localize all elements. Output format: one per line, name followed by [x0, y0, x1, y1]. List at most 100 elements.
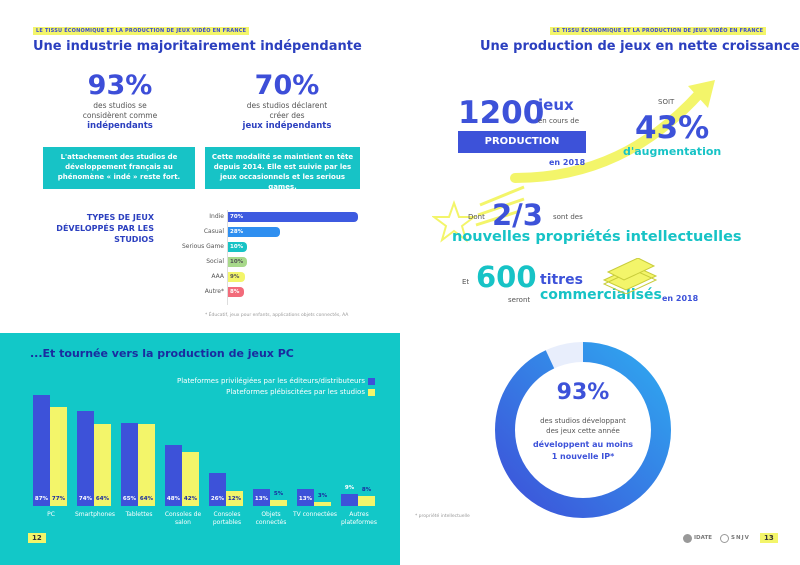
platform-bar	[121, 422, 138, 506]
section-tag-left: LE TISSU ÉCONOMIQUE ET LA PRODUCTION DE …	[33, 27, 250, 35]
donut-line: des jeux cette année	[546, 427, 620, 435]
game-type-bar	[228, 212, 358, 222]
platform-bar	[50, 407, 67, 506]
page-number-left: 12	[28, 533, 46, 543]
platform-bar	[77, 411, 94, 506]
platform-bar-value: 87%	[34, 496, 49, 502]
platform-bar	[226, 490, 243, 506]
platform-category-label: PC	[47, 511, 55, 518]
game-type-value: 10%	[230, 259, 244, 265]
platform-bar-value: 42%	[183, 496, 198, 502]
idate-logo-icon	[683, 534, 692, 543]
game-type-label: Casual	[203, 228, 224, 235]
platform-bar	[270, 499, 287, 506]
platform-bar	[314, 502, 331, 506]
ip-line: nouvelles propriétés intellectuelles	[452, 229, 742, 245]
platform-bar	[33, 394, 50, 506]
stat-strong: jeux indépendants	[242, 121, 332, 131]
dont-label: Dont	[468, 213, 485, 221]
stat-line: des studios se	[93, 101, 147, 110]
platform-bar	[165, 444, 182, 506]
legend-label-editors: Plateformes privilégiées par les éditeur…	[176, 377, 365, 385]
game-type-label: Social	[206, 258, 224, 265]
platform-bar	[358, 495, 375, 506]
titles-word: titres	[540, 272, 583, 288]
game-type-label: Serious Game	[181, 243, 224, 250]
platform-bar-value: 13%	[254, 496, 269, 502]
production-year: en 2018	[549, 158, 586, 167]
platform-bar	[182, 452, 199, 506]
production-unit: jeux	[538, 96, 574, 114]
platform-bar-value: 64%	[139, 496, 154, 502]
soit-label: SOIT	[658, 98, 675, 106]
legend-label-studios: Plateformes plébiscitées par les studios	[226, 388, 365, 396]
platforms-chart-title: ...Et tournée vers la production de jeux…	[30, 347, 294, 360]
platform-bar-value: 77%	[51, 496, 66, 502]
money-stack-icon	[602, 258, 658, 294]
page-title-left: Une industrie majoritairement indépendan…	[33, 39, 362, 54]
legend-swatch-studios	[368, 389, 375, 396]
platform-bar-value: 74%	[78, 496, 93, 502]
game-type-label: AAA	[211, 273, 224, 280]
platform-bar-value: 64%	[95, 496, 110, 502]
platform-bar	[209, 472, 226, 506]
snjv-logo-icon	[720, 534, 729, 543]
idate-logo-text: IDATE	[694, 535, 712, 541]
platform-bar	[341, 494, 358, 506]
production-number: 1200	[458, 95, 545, 131]
fraction-tail: sont des	[553, 213, 583, 221]
game-types-title: TYPES DE JEUX DÉVELOPPÉS PAR LES STUDIOS	[56, 213, 154, 244]
legend-swatch-editors	[368, 378, 375, 385]
platform-bar-value: 8%	[361, 486, 372, 493]
section-tag-right: LE TISSU ÉCONOMIQUE ET LA PRODUCTION DE …	[550, 27, 767, 35]
platform-bar-value: 3%	[317, 493, 328, 500]
stat-line: des studios déclarent	[246, 101, 328, 110]
growth-arrow-icon	[510, 80, 715, 183]
game-type-value: 9%	[230, 274, 240, 280]
game-type-label: Indie	[209, 213, 224, 220]
et-label: Et	[462, 278, 470, 286]
platform-bar-value: 9%	[344, 485, 355, 492]
ip-donut-chart	[495, 342, 671, 518]
platform-bar-value: 5%	[273, 490, 284, 497]
platform-category-label: Autres plateformes	[340, 511, 377, 526]
page-title-right: Une production de jeux en nette croissan…	[480, 39, 800, 54]
donut-strong: développent au moins	[532, 440, 634, 449]
stat-independent-studios: 93% des studios se considèrent comme ind…	[60, 70, 180, 131]
titles-number: 600	[476, 260, 537, 294]
platform-bar	[297, 489, 314, 506]
game-type-value: 28%	[230, 229, 244, 235]
platform-bar	[253, 489, 270, 506]
platforms-bar-chart: 87% 77% PC 74% 64% Smartphones 65% 64% Tablettes…	[33, 378, 383, 526]
growth-value: 43%	[635, 110, 710, 146]
star-icon	[432, 185, 525, 243]
game-type-bar	[228, 227, 280, 237]
stat-value: 70%	[254, 70, 320, 101]
fraction-value: 2/3	[492, 198, 543, 232]
page-number-right: 13	[760, 533, 778, 543]
stat-line: considèrent comme	[82, 111, 158, 120]
chart-axis	[227, 210, 228, 305]
platform-category-label: Objets connectés	[255, 511, 287, 526]
stat-line: créer des	[269, 111, 305, 120]
platform-bar-value: 26%	[210, 496, 225, 502]
game-type-value: 10%	[230, 244, 244, 250]
platform-category-label: Consoles portables	[212, 511, 242, 526]
production-box: PRODUCTION	[458, 131, 586, 153]
platform-bar-value: 13%	[298, 496, 313, 502]
game-type-value: 70%	[230, 214, 244, 220]
game-type-label: Autre*	[204, 288, 224, 295]
titles-year: en 2018	[662, 294, 699, 303]
platform-category-label: TV connectées	[292, 511, 338, 518]
stat-value: 93%	[87, 70, 153, 101]
info-box-indie-attachment: L'attachement des studios de développeme…	[43, 147, 195, 189]
platform-bar	[138, 424, 155, 506]
platform-category-label: Smartphones	[74, 511, 116, 518]
seront-label: seront	[508, 296, 531, 304]
platforms-panel: ...Et tournée vers la production de jeux…	[0, 333, 400, 565]
production-sub: en cours de	[538, 117, 580, 125]
game-type-bar	[228, 242, 247, 252]
ip-footnote: * propriété intellectuelle	[415, 514, 470, 519]
platform-category-label: Tablettes	[125, 511, 153, 518]
platform-bar	[94, 424, 111, 506]
